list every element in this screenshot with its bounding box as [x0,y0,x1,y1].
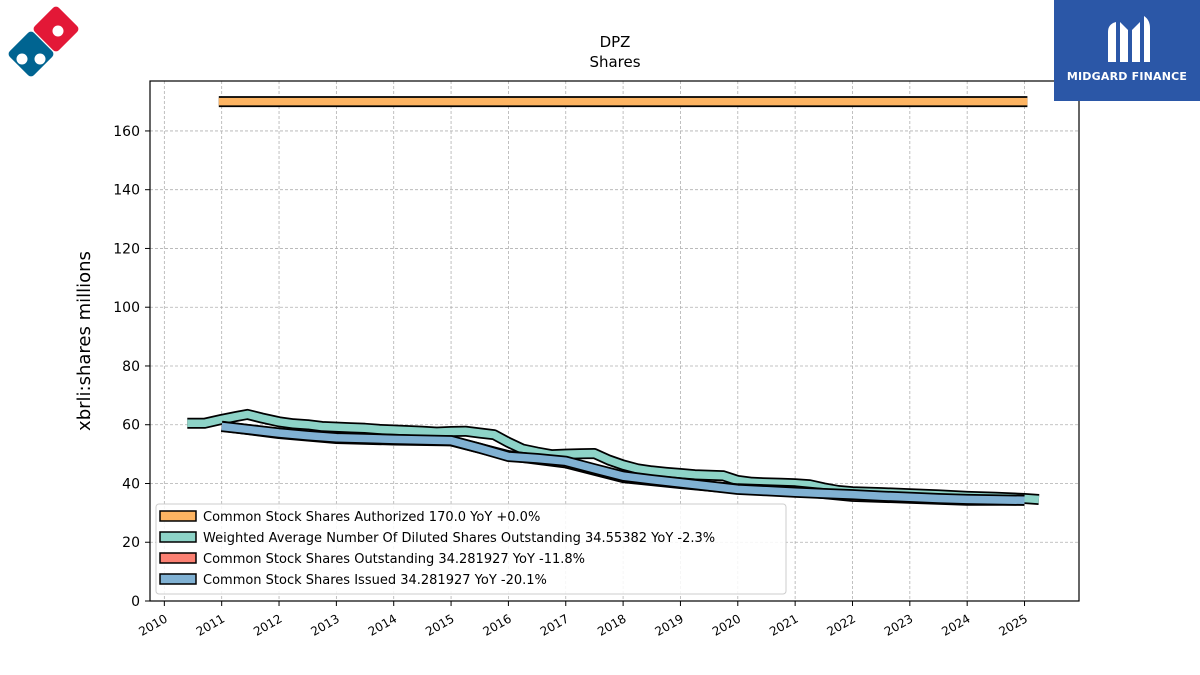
series-line-common-stock-shares-issued [221,422,1025,505]
legend-entry: Common Stock Shares Issued 34.281927 YoY… [203,573,547,588]
y-tick-label: 20 [122,535,140,551]
x-tick-label: 2024 [939,611,972,638]
legend-entry: Weighted Average Number Of Diluted Share… [203,531,715,546]
y-tick-label: 60 [122,418,140,434]
x-tick-label: 2013 [308,611,341,638]
y-axis-label: xbrli:shares millions [74,251,95,431]
series-bands [187,96,1040,506]
legend-swatch [159,573,197,585]
chart-title: DPZ [600,33,631,51]
x-tick-label: 2015 [423,611,456,638]
grid-lines [150,81,1079,602]
legend-swatch [159,531,197,543]
x-tick-label: 2019 [652,611,685,638]
x-tick-label: 2022 [825,611,858,638]
x-tick-label: 2020 [710,611,743,638]
legend-entry: Common Stock Shares Outstanding 34.28192… [203,552,585,567]
x-tick-label: 2023 [882,611,915,638]
y-tick-label: 40 [122,476,140,492]
x-tick-label: 2018 [595,611,628,638]
y-tick-label: 160 [113,124,140,140]
y-tick-label: 100 [113,300,140,316]
legend-entry: Common Stock Shares Authorized 170.0 YoY… [203,510,540,525]
x-tick-label: 2011 [194,611,227,638]
plot-area-frame [149,80,1080,602]
midgard-finance-logo: MIDGARD FINANCE [1054,0,1200,101]
legend-box [155,503,787,595]
x-tick-label: 2012 [251,611,284,638]
chart-subtitle: Shares [589,53,640,71]
x-tick-label: 2010 [136,611,169,638]
x-tick-label: 2021 [767,611,800,638]
y-tick-label: 120 [113,241,140,257]
y-tick-label: 140 [113,183,140,199]
dominos-logo-icon [8,6,79,77]
y-tick-label: 80 [122,359,140,375]
x-tick-label: 2025 [997,611,1030,638]
legend-swatch [159,510,197,522]
brand-name: MIDGARD FINANCE [1066,70,1188,83]
x-tick-label: 2017 [538,611,571,638]
y-tick-label: 0 [131,594,140,610]
domino-red-tile [33,6,79,52]
legend: Common Stock Shares Authorized 170.0 YoY… [155,503,787,595]
x-tick-label: 2016 [480,611,513,638]
midgard-finance-logo-icon [1108,16,1150,62]
domino-blue-tile [8,31,54,77]
legend-swatch [159,552,197,564]
x-tick-label: 2014 [366,611,399,638]
